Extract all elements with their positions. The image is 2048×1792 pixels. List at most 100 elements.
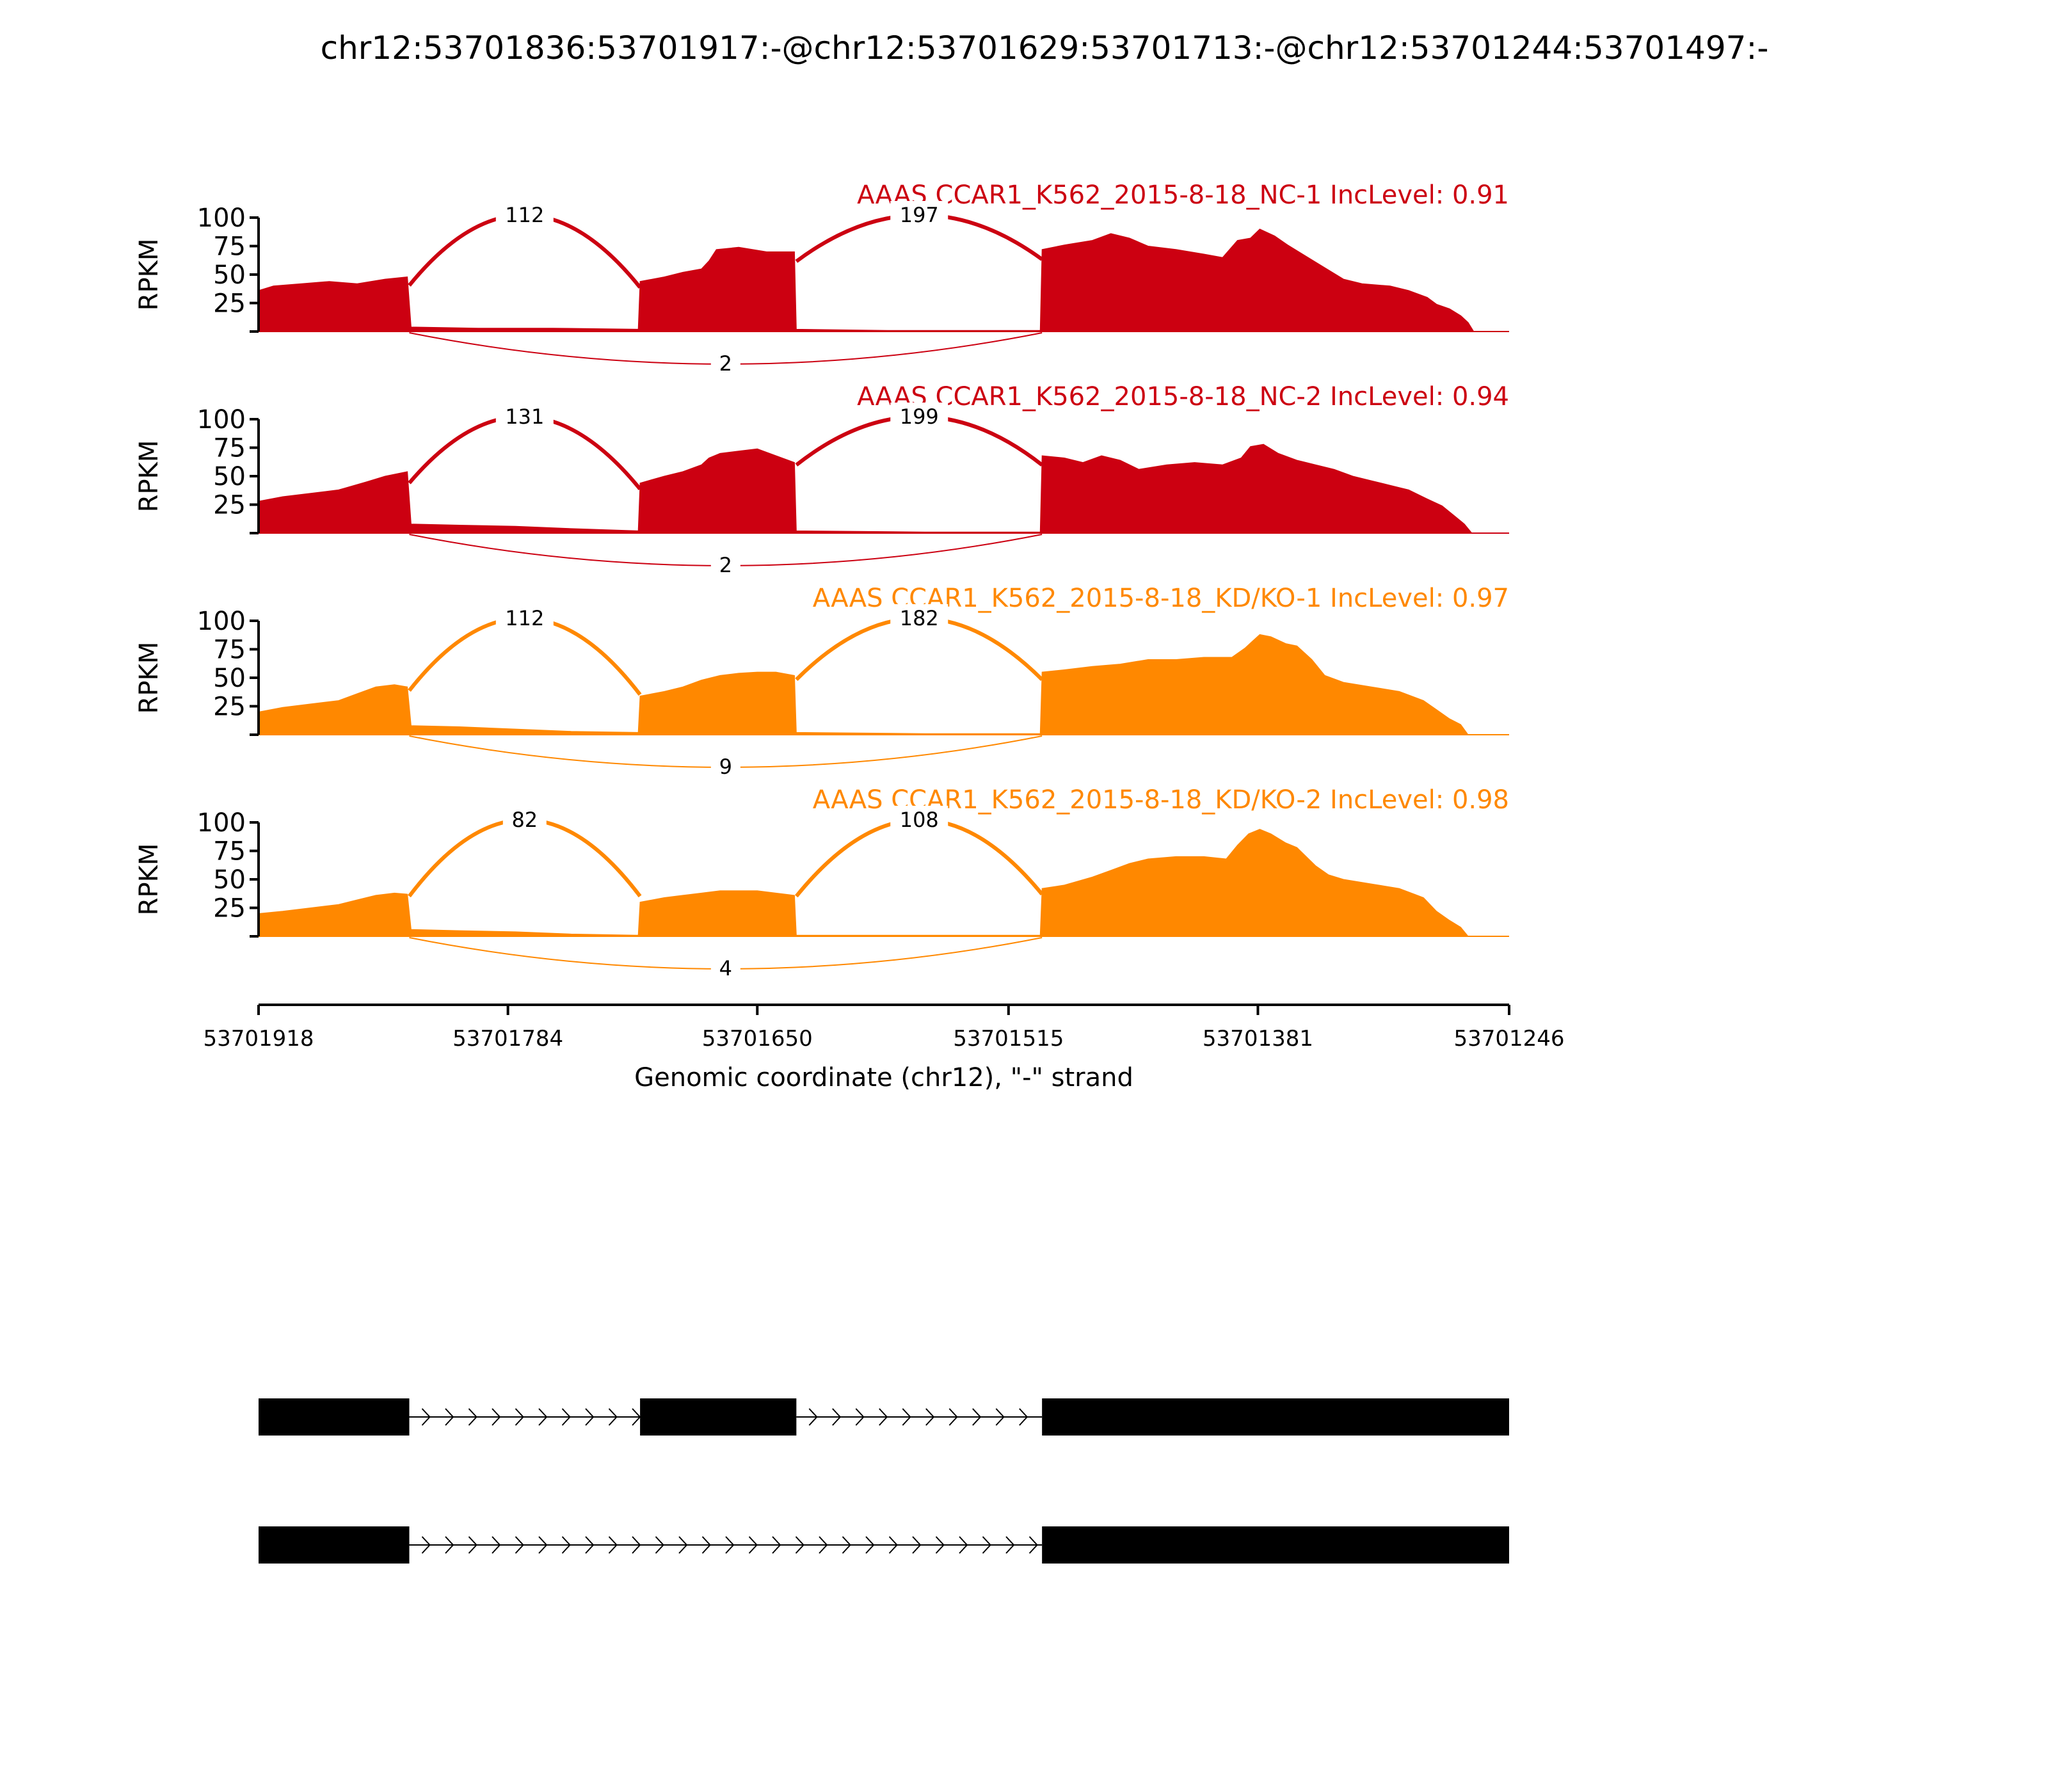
strand-arrow xyxy=(748,1536,758,1554)
junction-count: 131 xyxy=(505,404,544,429)
exon-block xyxy=(259,1526,410,1564)
strand-arrow xyxy=(585,1408,595,1426)
junction-label-bg xyxy=(495,201,554,227)
coverage-panel: AAAS CCAR1_K562_2015-8-18_KD/KO-2 IncLev… xyxy=(134,785,1509,980)
coverage-panel: AAAS CCAR1_K562_2015-8-18_KD/KO-1 IncLev… xyxy=(134,584,1509,779)
strand-arrow xyxy=(808,1408,818,1426)
strand-arrow xyxy=(902,1408,911,1426)
junction-label-bg xyxy=(710,752,740,778)
isoform-track xyxy=(259,1398,1509,1436)
strand-arrow xyxy=(561,1536,571,1554)
strand-arrow xyxy=(421,1536,431,1554)
junction-count: 199 xyxy=(900,404,939,429)
strand-arrow xyxy=(445,1408,454,1426)
junction-count: 9 xyxy=(719,755,732,779)
y-tick-label: 100 xyxy=(197,808,246,838)
strand-arrow xyxy=(538,1536,548,1554)
strand-arrow xyxy=(468,1408,477,1426)
junction-count: 182 xyxy=(900,606,939,630)
strand-arrow xyxy=(879,1408,888,1426)
junction-label-bg xyxy=(710,954,740,980)
y-tick-label: 25 xyxy=(213,289,246,319)
strand-arrow xyxy=(865,1536,875,1554)
strand-arrow xyxy=(632,1408,641,1426)
strand-arrow xyxy=(935,1536,945,1554)
strand-arrow xyxy=(515,1408,524,1426)
strand-arrow xyxy=(421,1408,431,1426)
junction-count: 197 xyxy=(900,203,939,227)
x-tick-label: 53701650 xyxy=(702,1026,813,1052)
junction-count: 2 xyxy=(719,553,732,577)
junction-label-bg xyxy=(890,806,948,831)
y-axis-label: RPKM xyxy=(134,844,164,916)
y-tick-label: 75 xyxy=(213,434,246,463)
exon-block xyxy=(259,1398,410,1436)
strand-arrow xyxy=(468,1536,477,1554)
junction-count: 4 xyxy=(719,956,732,980)
y-tick-label: 25 xyxy=(213,894,246,924)
strand-arrow xyxy=(492,1408,501,1426)
strand-arrow xyxy=(982,1536,991,1554)
strand-arrow xyxy=(561,1408,571,1426)
y-tick-label: 75 xyxy=(213,837,246,867)
coverage-panel: AAAS CCAR1_K562_2015-8-18_NC-2 IncLevel:… xyxy=(134,382,1509,577)
strand-arrow xyxy=(445,1536,454,1554)
strand-arrow xyxy=(538,1408,548,1426)
strand-arrow xyxy=(912,1536,922,1554)
coverage-area xyxy=(258,228,1509,332)
strand-arrow xyxy=(819,1536,828,1554)
y-tick-label: 75 xyxy=(213,232,246,262)
panel-title: AAAS CCAR1_K562_2015-8-18_NC-2 IncLevel:… xyxy=(857,382,1509,412)
junction-count: 82 xyxy=(511,808,538,832)
x-axis-label: Genomic coordinate (chr12), "-" strand xyxy=(634,1063,1133,1092)
y-tick-label: 25 xyxy=(213,491,246,520)
y-tick-label: 75 xyxy=(213,636,246,665)
x-tick-label: 53701784 xyxy=(452,1026,563,1052)
junction-count: 2 xyxy=(719,351,732,376)
strand-arrow xyxy=(995,1408,1005,1426)
junction-label-bg xyxy=(710,550,740,577)
strand-arrow xyxy=(832,1408,842,1426)
isoform-structures xyxy=(259,1398,1509,1564)
strand-arrow xyxy=(1028,1536,1038,1554)
strand-arrow xyxy=(632,1536,641,1554)
x-tick-label: 53701515 xyxy=(953,1026,1064,1052)
strand-arrow xyxy=(888,1536,898,1554)
strand-arrow xyxy=(959,1536,968,1554)
x-axis: 53701918 53701784 53701650 53701515 53701381… xyxy=(203,1004,1565,1092)
x-tick-label: 53701918 xyxy=(203,1026,314,1052)
coverage-panels: AAAS CCAR1_K562_2015-8-18_NC-1 IncLevel:… xyxy=(134,180,1509,980)
strand-arrow xyxy=(855,1408,865,1426)
junction-label-bg xyxy=(502,806,547,831)
strand-arrow xyxy=(492,1536,501,1554)
y-tick-label: 25 xyxy=(213,692,246,722)
strand-arrow xyxy=(608,1408,618,1426)
strand-arrow xyxy=(725,1536,735,1554)
coverage-area xyxy=(258,829,1509,937)
y-axis-label: RPKM xyxy=(134,440,164,513)
y-tick-label: 100 xyxy=(197,204,246,233)
coverage-area xyxy=(258,634,1509,735)
strand-arrow xyxy=(608,1536,618,1554)
exon-block xyxy=(1042,1526,1509,1564)
y-tick-label: 50 xyxy=(213,865,246,895)
exon-block xyxy=(1042,1398,1509,1436)
junction-count: 108 xyxy=(900,808,939,832)
strand-arrow xyxy=(972,1408,982,1426)
strand-arrow xyxy=(701,1536,711,1554)
isoform-track xyxy=(259,1526,1509,1564)
junction-label-bg xyxy=(710,349,740,375)
y-axis-label: RPKM xyxy=(134,239,164,311)
y-tick-label: 50 xyxy=(213,664,246,693)
strand-arrow xyxy=(842,1536,851,1554)
strand-arrow xyxy=(948,1408,958,1426)
junction-count: 112 xyxy=(505,203,544,227)
chart-title: chr12:53701836:53701917:-@chr12:53701629… xyxy=(321,29,1769,67)
y-axis-label: RPKM xyxy=(134,642,164,714)
y-tick-label: 100 xyxy=(197,405,246,435)
junction-label-bg xyxy=(495,403,554,428)
junction-count: 112 xyxy=(505,606,544,630)
x-tick-label: 53701381 xyxy=(1203,1026,1313,1052)
strand-arrow xyxy=(515,1536,524,1554)
